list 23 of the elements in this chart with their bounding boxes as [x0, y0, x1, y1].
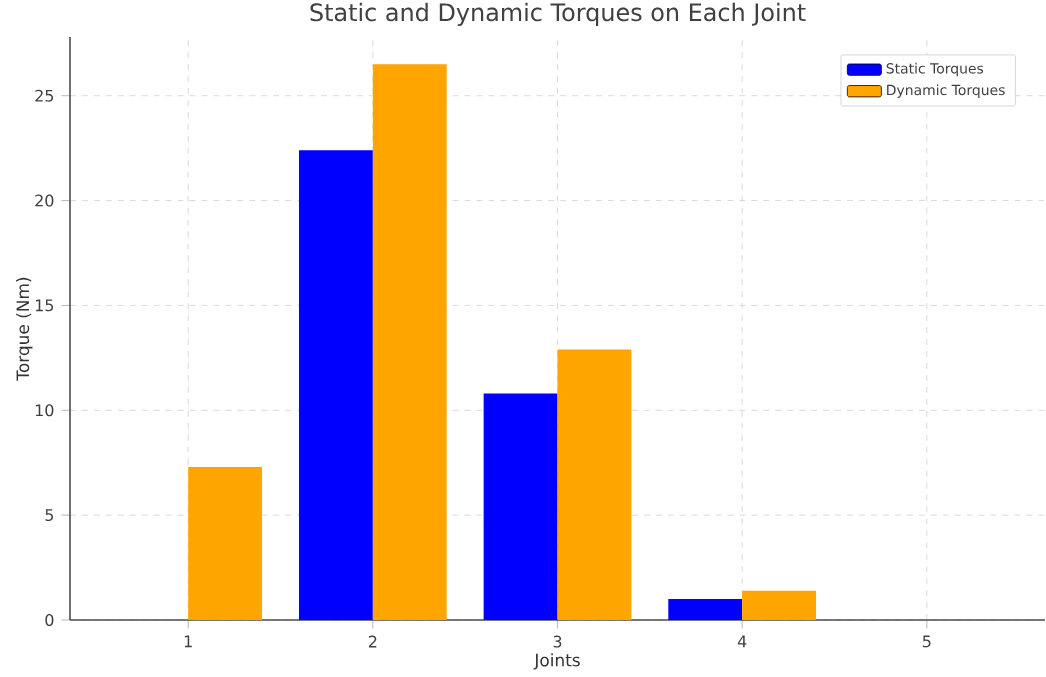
x-tick-label: 3 — [553, 635, 562, 648]
bar — [188, 466, 263, 620]
x-tick-label: 5 — [922, 635, 931, 648]
bar — [742, 590, 817, 620]
bar — [483, 393, 558, 620]
y-tick-label: 10 — [35, 404, 54, 417]
bar — [372, 64, 447, 620]
y-tick-label: 20 — [35, 194, 54, 207]
x-tick-label: 4 — [737, 635, 747, 648]
bar — [668, 599, 743, 620]
y-axis-title: Torque (Nm) — [16, 277, 33, 381]
chart-title: Static and Dynamic Torques on Each Joint — [310, 2, 806, 26]
y-tick-label: 15 — [35, 299, 54, 312]
x-tick-label: 1 — [184, 635, 192, 648]
bar — [557, 349, 632, 620]
y-tick-label: 0 — [45, 613, 54, 627]
y-tick-label: 5 — [45, 509, 54, 522]
y-tick-label: 25 — [35, 89, 54, 102]
x-tick-label: 2 — [368, 635, 377, 648]
legend-label: Static Torques — [886, 62, 984, 77]
x-axis-title: Joints — [533, 653, 580, 670]
bar — [298, 150, 373, 620]
legend-label: Dynamic Torques — [887, 84, 1005, 98]
